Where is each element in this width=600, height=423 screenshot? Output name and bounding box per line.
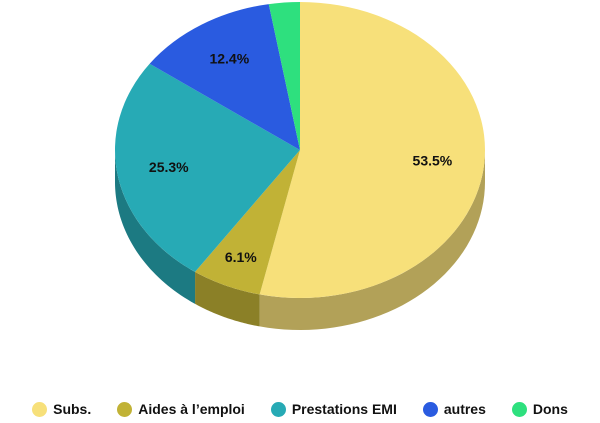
legend-label: autres <box>443 401 486 417</box>
legend-label: Subs. <box>53 401 92 417</box>
pie-slice <box>114 63 301 272</box>
pie-slice <box>268 2 300 150</box>
slice-label: 53.5% <box>413 152 453 168</box>
slice-label: 12.4% <box>209 50 249 66</box>
slice-label: 25.3% <box>149 159 189 175</box>
legend-label: Aides à l’emploi <box>138 401 245 417</box>
pie-slice <box>195 150 300 295</box>
legend-item: Dons <box>511 401 568 417</box>
legend-item: Prestations EMI <box>270 401 397 417</box>
legend-swatch <box>32 401 48 417</box>
legend-item: Subs. <box>32 401 91 417</box>
legend-swatch <box>117 401 133 417</box>
pie-side <box>195 271 260 327</box>
legend-item: autres <box>422 401 486 417</box>
legend-swatch <box>270 401 286 417</box>
legend-swatch <box>422 401 438 417</box>
pie-side <box>259 150 485 330</box>
pie-slice <box>149 4 300 150</box>
legend-label: Prestations EMI <box>291 401 397 417</box>
pie-side <box>115 150 196 304</box>
legend-label: Dons <box>532 401 568 417</box>
legend-swatch <box>511 401 527 417</box>
legend: Subs. Aides à l’emploi Prestations EMI autr… <box>0 395 600 423</box>
chart: 53.5% 6.1% 25.3% 12.4% <box>114 2 486 330</box>
slice-label: 6.1% <box>225 249 257 265</box>
legend-item: Aides à l’emploi <box>117 401 245 417</box>
pie-slice <box>259 2 486 298</box>
